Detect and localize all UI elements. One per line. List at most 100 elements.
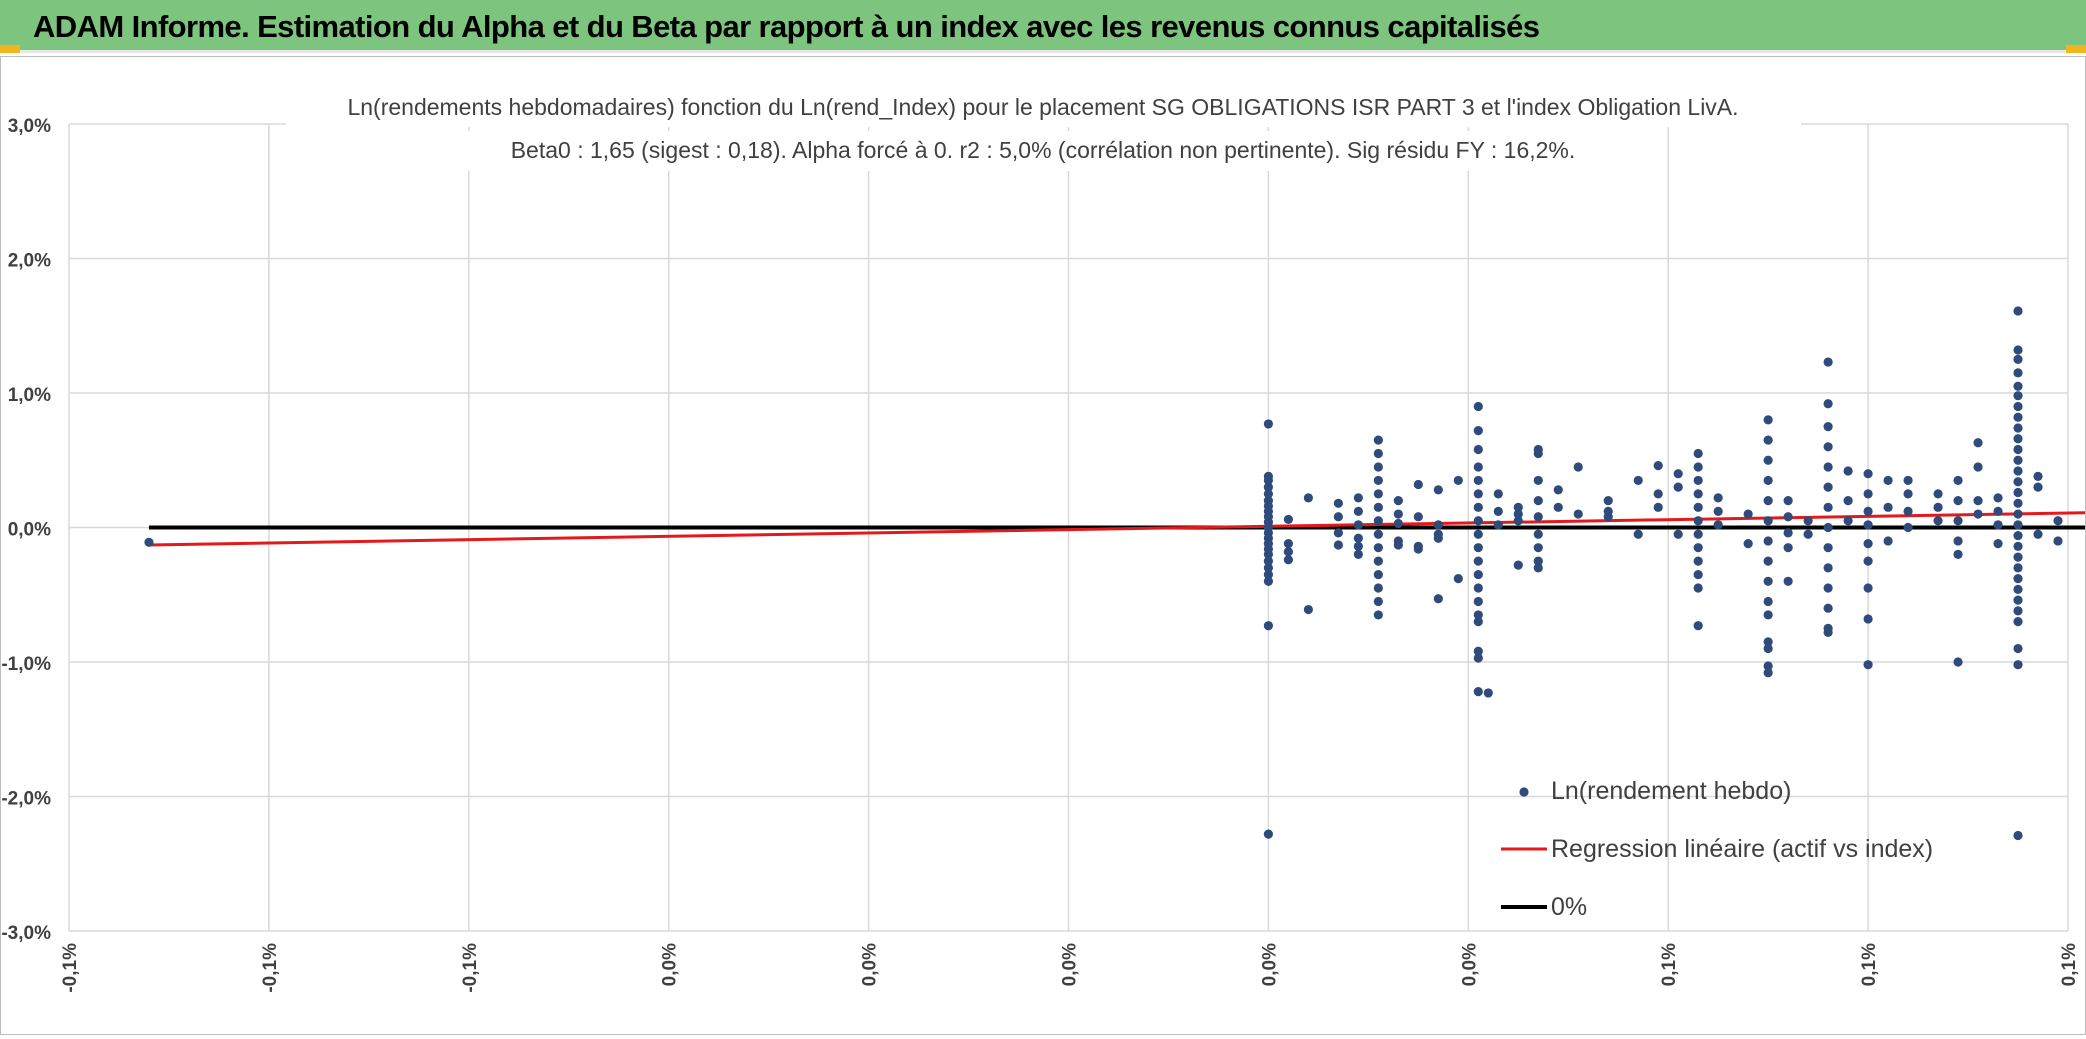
data-point <box>1413 512 1423 522</box>
data-point <box>1763 637 1773 647</box>
data-point <box>1263 549 1273 559</box>
data-point <box>1903 506 1913 516</box>
corner-accent-left <box>0 45 20 53</box>
data-point <box>1553 485 1563 495</box>
data-point <box>1763 610 1773 620</box>
data-point <box>1473 426 1483 436</box>
scatter-chart: 3,0% 2,0% 1,0% 0,0% -1,0% -2,0% -3,0% -0,1% -0,1… <box>1 87 2086 993</box>
data-point <box>1823 482 1833 492</box>
data-point <box>1803 516 1813 526</box>
data-point <box>1843 466 1853 476</box>
data-point <box>1373 610 1383 620</box>
data-point <box>1823 422 1833 432</box>
data-point <box>1863 489 1873 499</box>
data-point <box>1473 529 1483 539</box>
data-point <box>2013 306 2023 316</box>
data-point <box>1473 444 1483 455</box>
data-point <box>2013 423 2023 433</box>
data-point <box>1693 543 1703 553</box>
data-point <box>2033 482 2043 492</box>
data-point <box>1823 399 1833 409</box>
data-point <box>1433 485 1443 495</box>
y-tick-label: -1,0% <box>1 654 51 675</box>
data-point <box>1763 643 1773 654</box>
x-tick-label: 0,0% <box>1459 943 1480 986</box>
data-point <box>2013 345 2023 355</box>
data-point <box>1693 556 1703 566</box>
data-point <box>1693 621 1703 631</box>
data-point <box>1973 462 1983 472</box>
data-point <box>2053 516 2063 526</box>
data-point <box>1283 514 1293 525</box>
data-point <box>1393 540 1403 550</box>
data-point <box>2013 466 2023 476</box>
data-point <box>1863 539 1873 549</box>
data-point <box>1263 576 1273 586</box>
data-point <box>1903 475 1913 486</box>
data-point <box>1953 536 1963 546</box>
data-point <box>1863 583 1873 593</box>
data-point <box>2013 509 2023 519</box>
data-point <box>1693 502 1703 512</box>
data-point <box>1263 556 1273 566</box>
data-point <box>1763 596 1773 607</box>
data-point <box>2033 471 2043 481</box>
data-point <box>2013 401 2023 412</box>
data-point <box>1953 657 1963 667</box>
data-point <box>1883 475 1893 486</box>
data-point <box>2013 595 2023 605</box>
data-point <box>1713 506 1723 516</box>
data-point <box>1533 444 1543 455</box>
data-point <box>2013 455 2023 465</box>
data-point <box>1473 617 1483 627</box>
data-point <box>1533 543 1543 553</box>
data-point <box>1783 528 1793 538</box>
data-point <box>1413 479 1423 490</box>
data-point <box>1373 462 1383 472</box>
data-point <box>1473 569 1483 580</box>
data-point <box>1453 574 1463 584</box>
data-point <box>1373 529 1383 539</box>
data-point <box>1573 462 1583 472</box>
legend-label-regression: Regression linéaire (actif vs index) <box>1551 835 1933 863</box>
data-point <box>1333 540 1343 550</box>
data-points <box>144 306 2063 841</box>
data-point <box>1473 502 1483 512</box>
data-point <box>1823 502 1833 512</box>
data-point <box>2013 354 2023 364</box>
data-point <box>1993 493 2003 503</box>
data-point <box>1843 496 1853 506</box>
data-point <box>1433 594 1443 604</box>
data-point <box>2013 563 2023 573</box>
data-point <box>1353 549 1363 559</box>
data-point <box>1823 357 1833 367</box>
chart-title: Ln(rendements hebdomadaires) fonction du… <box>286 87 1801 171</box>
data-point <box>1823 563 1833 573</box>
data-point <box>1533 475 1543 486</box>
data-point <box>1953 516 1963 526</box>
report-header: ADAM Informe. Estimation du Alpha et du … <box>0 0 2086 53</box>
data-point <box>1513 560 1523 570</box>
y-tick-label: -2,0% <box>1 789 51 810</box>
data-point <box>1823 583 1833 593</box>
y-tick-label: 0,0% <box>8 520 51 541</box>
data-point <box>1763 435 1773 445</box>
data-point <box>1493 520 1503 530</box>
data-point <box>1473 686 1483 697</box>
data-point <box>1533 556 1543 566</box>
data-point <box>1353 506 1363 516</box>
regression-line <box>148 511 2086 547</box>
data-point <box>1903 522 1913 533</box>
data-point <box>1803 529 1813 539</box>
data-point <box>1373 569 1383 580</box>
data-point <box>1933 489 1943 499</box>
data-point <box>1783 576 1793 586</box>
legend-marker-scatter <box>1519 787 1529 797</box>
data-point <box>1333 498 1343 508</box>
data-point <box>1533 496 1543 506</box>
data-point <box>1823 442 1833 452</box>
data-point <box>2013 381 2023 391</box>
data-point <box>1373 516 1383 526</box>
data-point <box>1373 489 1383 499</box>
data-point <box>1353 493 1363 503</box>
